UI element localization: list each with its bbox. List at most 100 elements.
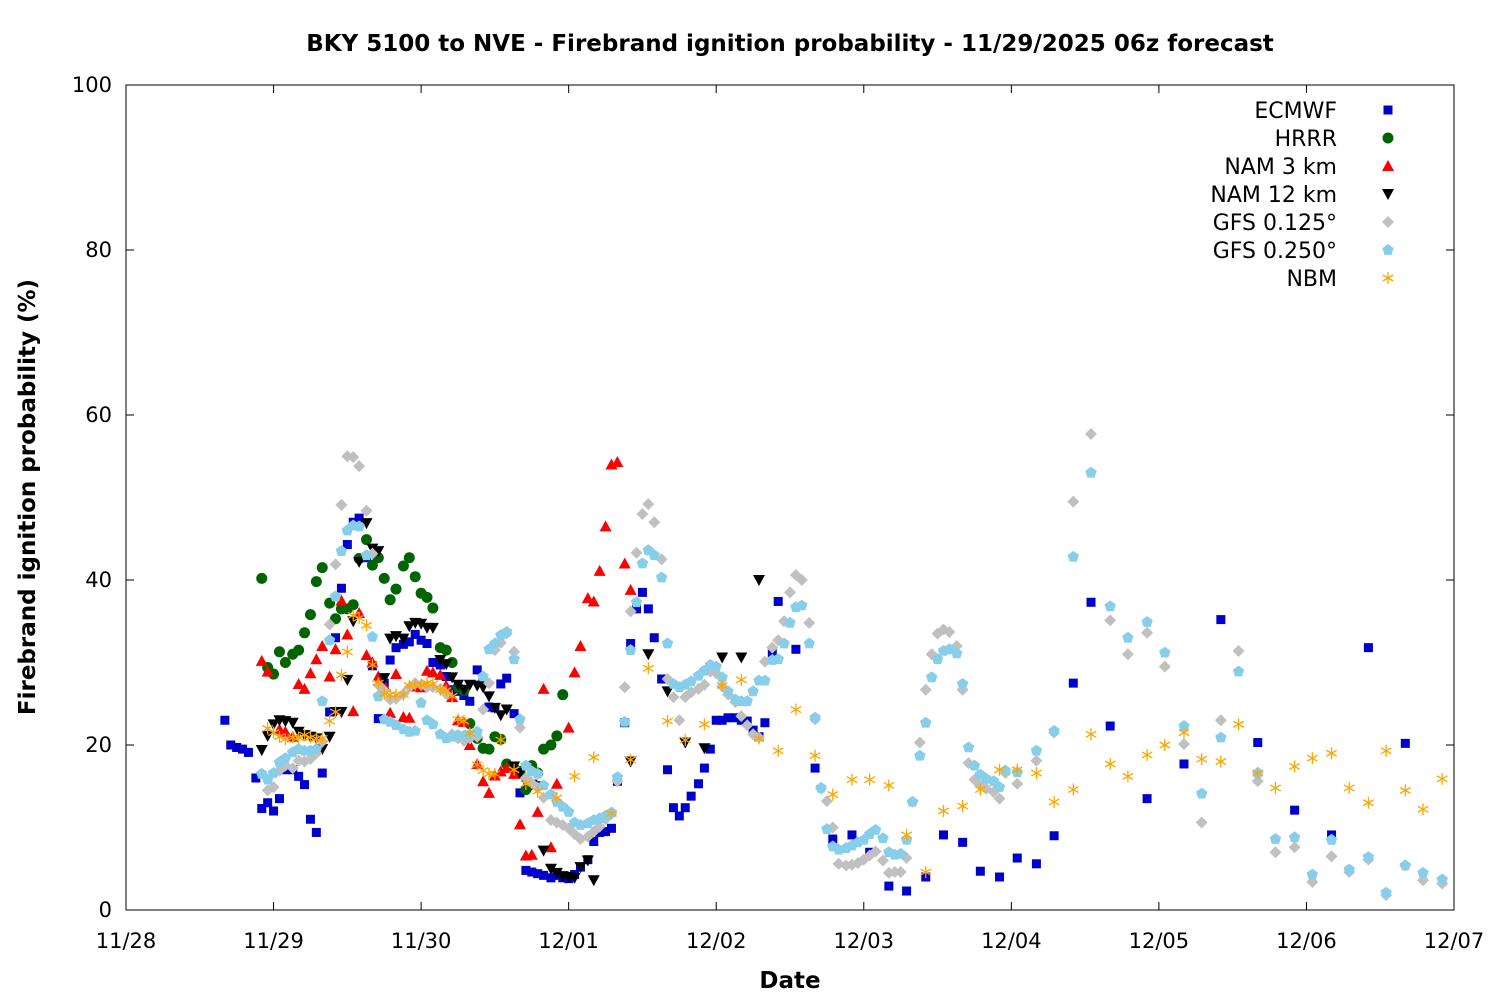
data-point	[648, 549, 660, 561]
data-point	[574, 862, 587, 874]
data-point	[815, 781, 827, 793]
data-point	[938, 830, 948, 840]
data-point	[1105, 721, 1115, 731]
x-tick-label: 12/03	[834, 929, 895, 953]
data-point	[354, 513, 364, 523]
legend-label: HRRR	[1275, 127, 1337, 152]
data-point	[1233, 718, 1245, 731]
data-point	[1253, 738, 1263, 748]
data-point	[661, 686, 674, 698]
data-point	[316, 562, 328, 574]
data-point	[876, 854, 889, 867]
data-point	[482, 691, 495, 703]
legend-label: ECMWF	[1254, 99, 1337, 124]
data-point	[330, 613, 342, 625]
data-point	[390, 668, 403, 680]
data-point	[527, 867, 537, 877]
data-point	[300, 780, 310, 790]
data-point	[310, 576, 322, 588]
data-point	[1306, 752, 1318, 765]
data-point	[685, 675, 697, 687]
data-point	[508, 763, 520, 776]
y-axis-label: Firebrand ignition probability (%)	[15, 279, 41, 715]
data-point	[1031, 859, 1041, 869]
data-point	[409, 571, 421, 583]
data-point	[1012, 853, 1022, 863]
legend-marker	[1382, 189, 1394, 200]
data-point	[372, 690, 384, 702]
data-point	[626, 639, 636, 649]
data-point	[1325, 850, 1338, 863]
data-point	[894, 866, 907, 879]
data-point	[587, 875, 600, 887]
data-point	[1011, 763, 1023, 776]
data-point	[619, 715, 631, 727]
data-point	[292, 677, 305, 689]
plot-frame	[125, 84, 1455, 911]
data-point	[913, 736, 926, 749]
data-point	[428, 658, 438, 667]
data-point	[993, 781, 1006, 792]
data-point	[434, 655, 447, 667]
data-point	[366, 630, 379, 642]
data-point	[440, 644, 452, 656]
data-point	[341, 645, 353, 658]
data-point	[1363, 643, 1373, 653]
data-point	[347, 705, 360, 717]
data-point	[421, 591, 433, 603]
data-point	[256, 572, 268, 584]
data-point	[403, 711, 416, 723]
data-point	[1343, 863, 1355, 875]
data-point	[404, 637, 414, 647]
data-point	[544, 863, 557, 875]
data-point	[931, 653, 944, 665]
data-point	[747, 685, 759, 697]
y-axis: 0 20 40 60 80 100	[72, 73, 1454, 922]
data-point	[335, 594, 348, 606]
data-point	[426, 622, 439, 634]
data-point	[458, 715, 470, 728]
series-nam-12-km	[255, 518, 766, 887]
data-point	[589, 837, 599, 847]
data-point	[304, 667, 317, 679]
data-point	[735, 673, 747, 686]
data-point	[864, 773, 876, 786]
data-point	[366, 658, 378, 671]
data-point	[513, 721, 526, 734]
data-point	[409, 725, 421, 736]
data-point	[1399, 784, 1411, 797]
data-point	[427, 718, 439, 730]
data-point	[220, 715, 230, 725]
data-point	[323, 731, 336, 743]
data-point	[471, 758, 483, 771]
data-point	[489, 637, 501, 649]
data-point	[532, 767, 544, 779]
data-point	[705, 744, 715, 754]
data-point	[667, 691, 680, 704]
data-point	[347, 599, 359, 611]
data-point	[698, 718, 710, 731]
data-point	[310, 743, 323, 754]
data-point	[373, 714, 383, 724]
data-point	[329, 558, 342, 571]
data-point	[778, 637, 790, 649]
data-point	[1289, 760, 1301, 773]
data-point	[372, 677, 384, 690]
data-point	[995, 872, 1005, 882]
data-point	[286, 762, 299, 775]
data-point	[465, 696, 475, 706]
data-point	[562, 721, 575, 733]
data-point	[914, 749, 926, 761]
data-point	[360, 504, 373, 517]
data-point	[329, 590, 342, 602]
data-point	[329, 643, 342, 655]
data-point	[773, 596, 783, 606]
data-point	[661, 637, 674, 649]
data-point	[353, 611, 365, 624]
data-point	[361, 534, 373, 546]
data-point	[1232, 644, 1245, 657]
data-point	[446, 690, 458, 703]
data-point	[441, 672, 451, 682]
data-point	[508, 653, 520, 665]
legend: ECMWF HRRR NAM 3 km NAM 12 km GFS 0.125° GFS …	[1210, 99, 1394, 292]
